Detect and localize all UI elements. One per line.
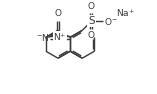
Text: Na$^{+}$: Na$^{+}$ bbox=[116, 8, 135, 19]
Text: O: O bbox=[88, 2, 95, 11]
Text: N$^{+}$: N$^{+}$ bbox=[53, 31, 67, 43]
Text: $^{-}$N: $^{-}$N bbox=[36, 32, 49, 43]
Text: O: O bbox=[54, 9, 62, 18]
Text: S: S bbox=[88, 16, 95, 26]
Text: O$^{-}$: O$^{-}$ bbox=[104, 16, 118, 27]
Text: O: O bbox=[88, 31, 95, 40]
